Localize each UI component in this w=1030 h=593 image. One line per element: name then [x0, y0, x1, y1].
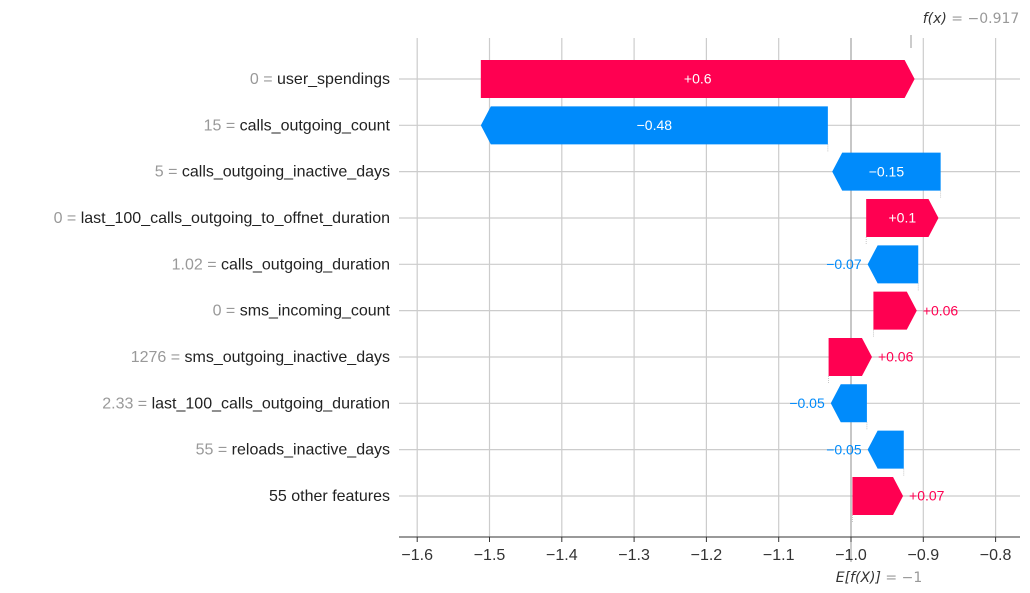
feature-name-2: calls_outgoing_inactive_days [182, 164, 390, 181]
bar-value-label-7: −0.05 [789, 395, 825, 411]
bar-6 [828, 337, 872, 376]
feature-name-7: last_100_calls_outgoing_duration [152, 396, 390, 413]
label-layer: +0.6 0 = user_spendings −0.48 15 = calls_ou… [54, 71, 959, 506]
x-tick-label-7: −0.9 [908, 547, 940, 564]
feature-value-0: 0 = [250, 71, 277, 88]
feature-name-1: calls_outgoing_count [240, 118, 391, 135]
bar-value-label-9: +0.07 [909, 488, 945, 504]
bar-value-label-6: +0.06 [878, 349, 914, 365]
row-label-4: 1.02 = calls_outgoing_duration [172, 257, 390, 274]
x-tick-label-3: −1.3 [618, 547, 650, 564]
bar-8 [867, 430, 904, 469]
bar-3 [866, 198, 939, 237]
x-tick-label-4: −1.2 [691, 547, 723, 564]
fx-value: = −0.917 [947, 11, 1019, 27]
bar-7 [830, 384, 867, 423]
row-label-7: 2.33 = last_100_calls_outgoing_duration [102, 396, 390, 413]
x-tick-label-0: −1.6 [401, 547, 433, 564]
base-value: = −1 [881, 570, 922, 586]
bar-4 [867, 245, 919, 284]
feature-name-8: reloads_inactive_days [232, 442, 390, 459]
bar-value-label-2: −0.15 [869, 163, 905, 179]
feature-value-2: 5 = [155, 164, 182, 181]
bar-2 [832, 152, 941, 191]
bar-value-label-4: −0.07 [826, 256, 862, 272]
base-prefix: E[f(X)] [836, 570, 881, 586]
feature-value-1: 15 = [204, 118, 240, 135]
feature-value-8: 55 = [196, 442, 232, 459]
feature-value-7: 2.33 = [102, 396, 151, 413]
row-label-1: 15 = calls_outgoing_count [204, 118, 391, 135]
feature-name-5: sms_incoming_count [240, 303, 391, 320]
feature-value-6: 1276 = [131, 349, 185, 366]
row-label-0: 0 = user_spendings [250, 71, 390, 88]
x-tick-label-1: −1.5 [474, 547, 506, 564]
feature-name-3: last_100_calls_outgoing_to_offnet_durati… [81, 210, 390, 227]
row-label-8: 55 = reloads_inactive_days [196, 442, 390, 459]
bar-value-label-5: +0.06 [923, 302, 959, 318]
x-tick-label-6: −1.0 [835, 547, 867, 564]
bar-5 [873, 291, 917, 330]
row-label-5: 0 = sms_incoming_count [213, 303, 391, 320]
bar-value-label-8: −0.05 [826, 441, 862, 457]
bar-1 [480, 106, 828, 145]
bar-value-label-3: +0.1 [889, 210, 917, 226]
feature-name-9: 55 other features [269, 488, 390, 505]
bar-value-label-0: +0.6 [684, 71, 712, 87]
x-tick-label-5: −1.1 [763, 547, 795, 564]
fx-annotation: f(x) = −0.917 [923, 11, 1020, 27]
bar-0 [480, 60, 915, 98]
row-label-3: 0 = last_100_calls_outgoing_to_offnet_du… [54, 210, 390, 227]
base-annotation: E[f(X)] = −1 [836, 570, 923, 586]
feature-value-5: 0 = [213, 303, 240, 320]
feature-name-4: calls_outgoing_duration [221, 257, 390, 274]
bar-9 [852, 476, 904, 515]
bar-value-label-1: −0.48 [637, 117, 673, 133]
fx-prefix: f(x) [923, 11, 947, 27]
feature-value-4: 1.02 = [172, 257, 221, 274]
x-tick-label-2: −1.4 [546, 547, 578, 564]
axis-layer: −1.6 −1.5 −1.4 −1.3 −1.2 −1.1 −1.0 −0.9 −0.8 f(x)… [399, 11, 1020, 586]
bar-layer [480, 60, 942, 523]
row-label-2: 5 = calls_outgoing_inactive_days [155, 164, 390, 181]
row-label-6: 1276 = sms_outgoing_inactive_days [131, 349, 390, 366]
feature-name-0: user_spendings [277, 71, 390, 88]
feature-value-3: 0 = [54, 210, 81, 227]
row-label-9: 55 other features [269, 488, 390, 505]
x-tick-label-8: −0.8 [980, 547, 1012, 564]
feature-name-6: sms_outgoing_inactive_days [185, 349, 390, 366]
